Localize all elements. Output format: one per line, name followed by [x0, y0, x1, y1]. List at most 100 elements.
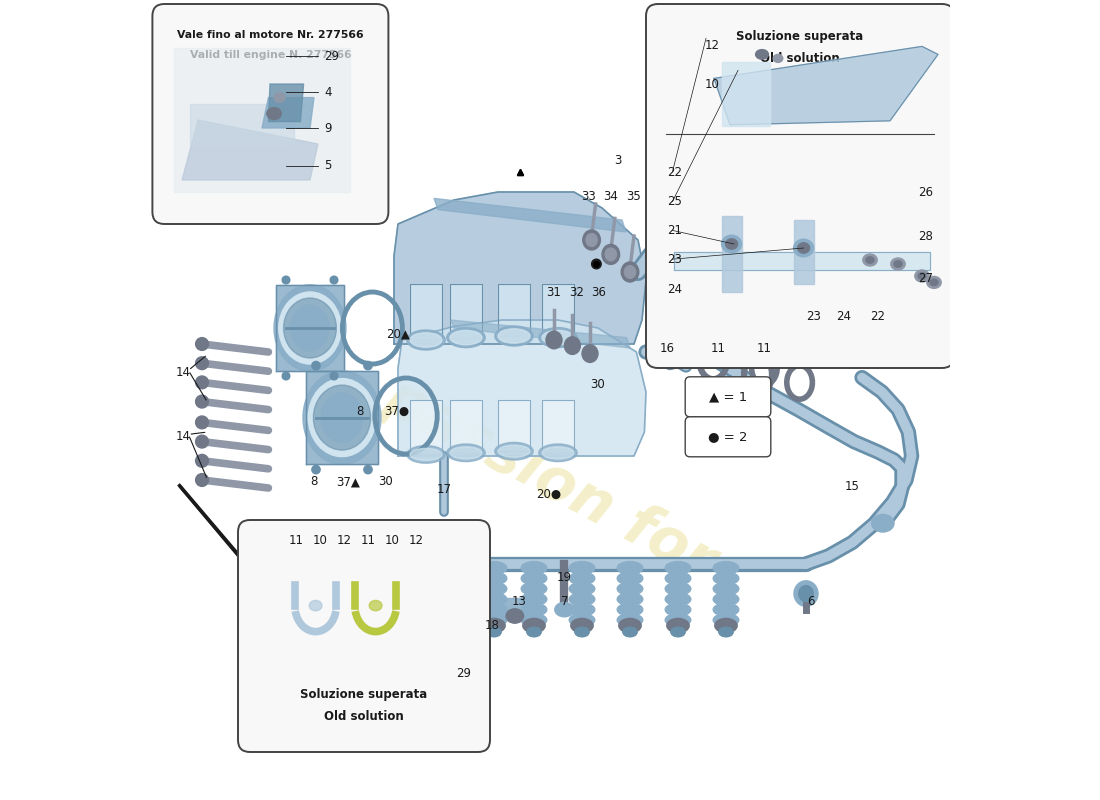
Text: 14: 14 [176, 430, 191, 442]
Ellipse shape [410, 448, 442, 460]
Text: 24: 24 [836, 310, 851, 322]
Ellipse shape [569, 562, 595, 574]
Ellipse shape [713, 603, 739, 616]
Ellipse shape [617, 582, 642, 595]
Ellipse shape [617, 572, 642, 585]
Ellipse shape [196, 435, 208, 448]
Text: 12: 12 [409, 534, 424, 546]
Polygon shape [268, 84, 304, 122]
FancyBboxPatch shape [685, 377, 771, 417]
Text: 8: 8 [310, 475, 318, 488]
Ellipse shape [605, 248, 616, 261]
Ellipse shape [267, 108, 282, 119]
Polygon shape [398, 320, 646, 456]
Text: Soluzione superata: Soluzione superata [300, 688, 428, 701]
Ellipse shape [539, 328, 578, 347]
Text: 30: 30 [591, 378, 605, 390]
Text: 6: 6 [807, 595, 814, 608]
Text: Old solution: Old solution [760, 52, 840, 65]
Circle shape [592, 259, 602, 269]
Text: 5: 5 [324, 159, 332, 172]
FancyBboxPatch shape [646, 4, 954, 368]
Text: 11: 11 [711, 342, 726, 354]
Text: 14: 14 [176, 366, 191, 378]
Text: 16: 16 [660, 342, 675, 354]
Text: 17: 17 [437, 483, 452, 496]
Ellipse shape [196, 357, 208, 370]
Text: passion for: passion for [358, 524, 519, 628]
Circle shape [364, 362, 372, 370]
Ellipse shape [623, 627, 637, 637]
Text: 29: 29 [456, 667, 471, 680]
Text: 37▲: 37▲ [337, 475, 361, 488]
Ellipse shape [715, 618, 737, 633]
Ellipse shape [571, 618, 593, 633]
Ellipse shape [481, 572, 507, 585]
Ellipse shape [447, 444, 485, 462]
Ellipse shape [656, 211, 684, 229]
Ellipse shape [666, 603, 691, 616]
Ellipse shape [586, 234, 597, 246]
Ellipse shape [290, 305, 329, 350]
Polygon shape [722, 216, 742, 292]
Text: 20▲: 20▲ [386, 328, 410, 341]
Polygon shape [174, 48, 350, 192]
Ellipse shape [302, 370, 381, 464]
Text: 11: 11 [289, 534, 304, 546]
Text: ▲ = 1: ▲ = 1 [708, 390, 747, 403]
Text: 7: 7 [561, 595, 569, 608]
Ellipse shape [481, 593, 507, 606]
Ellipse shape [713, 593, 739, 606]
Ellipse shape [666, 572, 691, 585]
Ellipse shape [894, 261, 902, 267]
Text: Old solution: Old solution [324, 710, 404, 722]
Ellipse shape [602, 245, 619, 264]
Polygon shape [190, 104, 294, 144]
Text: 24: 24 [668, 283, 683, 296]
Ellipse shape [927, 276, 942, 288]
Ellipse shape [495, 326, 534, 346]
Ellipse shape [521, 603, 547, 616]
Text: 12: 12 [704, 39, 719, 52]
Text: 32: 32 [569, 286, 584, 298]
Circle shape [283, 372, 289, 380]
Circle shape [311, 466, 320, 474]
Text: Vale fino al motore Nr. 277566: Vale fino al motore Nr. 277566 [177, 30, 364, 40]
Polygon shape [498, 284, 530, 336]
Ellipse shape [542, 330, 574, 345]
Ellipse shape [617, 562, 642, 574]
Ellipse shape [196, 416, 208, 429]
Ellipse shape [583, 230, 601, 250]
Ellipse shape [722, 235, 741, 253]
FancyBboxPatch shape [685, 417, 771, 457]
Ellipse shape [713, 614, 739, 626]
Polygon shape [498, 400, 530, 451]
Ellipse shape [582, 345, 598, 362]
Ellipse shape [483, 618, 505, 633]
Polygon shape [394, 192, 646, 344]
Text: 13: 13 [513, 595, 527, 608]
Text: 28: 28 [918, 230, 933, 242]
Text: 15: 15 [845, 480, 860, 493]
Ellipse shape [891, 258, 905, 270]
Text: passion for: passion for [375, 369, 725, 591]
Ellipse shape [196, 474, 208, 486]
Circle shape [364, 466, 372, 474]
Text: Soluzione superata: Soluzione superata [736, 30, 864, 43]
Ellipse shape [866, 257, 874, 263]
Circle shape [283, 276, 289, 284]
Ellipse shape [546, 331, 562, 349]
Ellipse shape [617, 603, 642, 616]
Ellipse shape [527, 627, 541, 637]
Ellipse shape [569, 582, 595, 595]
Ellipse shape [495, 442, 534, 460]
Ellipse shape [660, 214, 680, 226]
Polygon shape [794, 220, 814, 284]
Text: 9: 9 [324, 122, 332, 134]
Ellipse shape [314, 385, 371, 450]
Text: 18: 18 [485, 619, 499, 632]
Text: 29: 29 [324, 50, 340, 62]
Text: 10: 10 [704, 78, 719, 90]
Ellipse shape [930, 279, 938, 286]
Ellipse shape [274, 93, 285, 102]
